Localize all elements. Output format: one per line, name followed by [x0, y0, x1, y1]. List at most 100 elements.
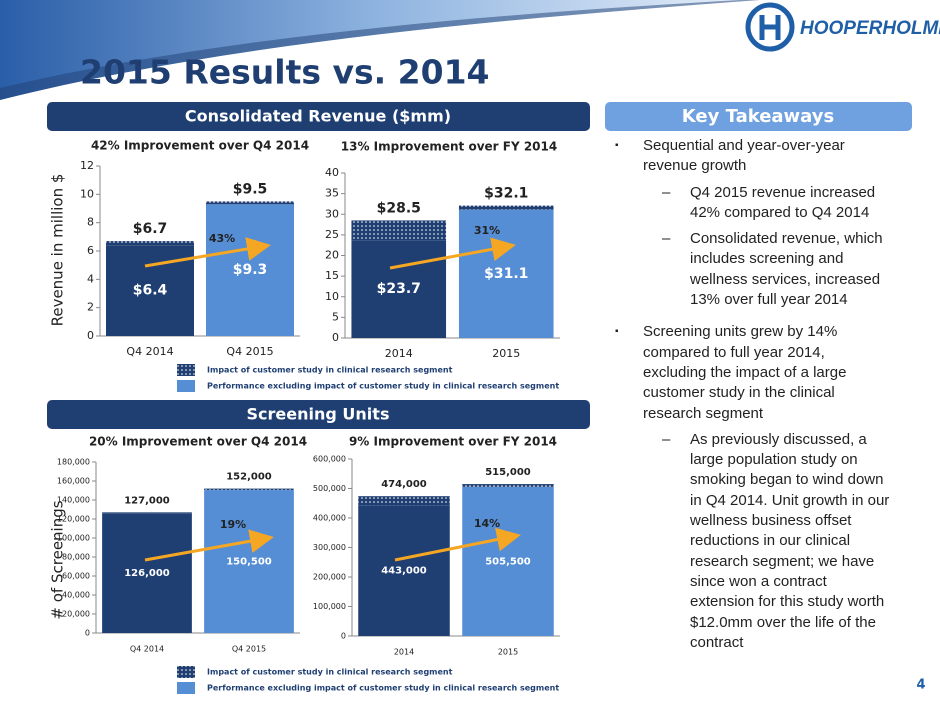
- y-tick-label: 15: [325, 269, 339, 282]
- total-label: 152,000: [226, 472, 272, 483]
- y-tick-label: 0: [87, 329, 94, 342]
- value-label: 505,500: [485, 556, 531, 567]
- legend-label: Impact of customer study in clinical res…: [207, 668, 453, 677]
- value-label: $9.3: [233, 262, 268, 278]
- sub-bullet-text: Q4 2015 revenue increased 42% compared t…: [662, 183, 876, 221]
- value-label: $6.4: [133, 283, 168, 299]
- y-tick-label: 10: [80, 187, 94, 200]
- chart-title: 9% Improvement over FY 2014: [349, 435, 557, 449]
- growth-arrow: [144, 529, 274, 562]
- y-axis-label: Revenue in million $: [49, 174, 67, 327]
- y-tick-label: 140,000: [57, 496, 90, 505]
- y-tick-label: 0: [332, 331, 339, 344]
- legend-label: Performance excluding impact of customer…: [207, 684, 559, 693]
- bar-segment: [206, 204, 294, 336]
- y-tick-label: 0: [85, 629, 90, 638]
- bar-segment: [102, 512, 192, 514]
- x-tick-label: 2015: [498, 648, 518, 657]
- section-header: [47, 400, 590, 429]
- takeaways: Sequential and year-over-year revenue gr…: [615, 136, 915, 665]
- total-label: 515,000: [485, 467, 531, 478]
- value-label: 150,500: [226, 557, 272, 568]
- y-tick-label: 200,000: [313, 573, 346, 582]
- y-tick-label: 500,000: [313, 484, 346, 493]
- annotation: 19%: [220, 518, 246, 531]
- logo-mark: [745, 2, 795, 52]
- legend-swatch: [177, 666, 195, 678]
- y-tick-label: 30: [325, 207, 339, 220]
- y-tick-label: 25: [325, 228, 339, 241]
- y-tick-label: 100,000: [57, 534, 90, 543]
- banner: [0, 0, 760, 100]
- takeaway-group: Sequential and year-over-year revenue gr…: [615, 136, 915, 310]
- y-tick-label: 5: [332, 310, 339, 323]
- legend-swatch: [177, 682, 195, 694]
- legend-label: Performance excluding impact of customer…: [207, 382, 559, 391]
- page-number: 4: [916, 678, 925, 693]
- y-tick-label: 120,000: [57, 515, 90, 524]
- growth-arrow: [394, 527, 521, 562]
- y-tick-label: 10: [325, 290, 339, 303]
- y-tick-label: 6: [87, 244, 94, 257]
- chart-title: 13% Improvement over FY 2014: [341, 140, 557, 154]
- annotation: 14%: [474, 517, 500, 530]
- bar-segment: [351, 220, 447, 241]
- bar-segment: [106, 241, 194, 246]
- total-label: $9.5: [233, 181, 268, 197]
- chart-title: 20% Improvement over Q4 2014: [89, 435, 307, 449]
- y-tick-label: 400,000: [313, 514, 346, 523]
- value-label: $23.7: [377, 281, 421, 297]
- chart-title: 42% Improvement over Q4 2014: [91, 139, 309, 153]
- legend-swatch: [177, 364, 195, 376]
- value-label: $31.1: [484, 266, 528, 282]
- y-tick-label: 80,000: [62, 553, 90, 562]
- bar-segment: [458, 205, 554, 210]
- bar-segment: [204, 490, 294, 633]
- bullet-text: Screening units grew by 14% compared to …: [615, 323, 847, 422]
- x-tick-label: Q4 2015: [232, 645, 266, 654]
- x-tick-label: 2015: [492, 347, 520, 360]
- legend-swatch: [177, 380, 195, 392]
- x-tick-label: Q4 2014: [130, 645, 164, 654]
- section-header-text: Key Takeaways: [682, 106, 834, 127]
- y-tick-label: 40: [325, 166, 339, 179]
- y-tick-label: 300,000: [313, 543, 346, 552]
- y-tick-label: 20: [325, 249, 339, 262]
- y-axis-label: # of Screenings: [49, 500, 67, 619]
- section-header: [605, 102, 912, 131]
- logo-text: HOOPERHOLMES: [800, 18, 940, 39]
- y-tick-label: 180,000: [57, 458, 90, 467]
- bullet-text: Sequential and year-over-year revenue gr…: [615, 137, 845, 175]
- bar-segment: [206, 201, 294, 205]
- x-tick-label: 2014: [385, 347, 413, 360]
- bar-segment: [458, 209, 554, 338]
- logo-mark-h: [759, 15, 781, 40]
- x-tick-label: Q4 2015: [226, 345, 273, 358]
- growth-arrow: [389, 237, 516, 270]
- bar-segment: [462, 484, 554, 487]
- sub-bullet-text: As previously discussed, a large populat…: [662, 430, 890, 651]
- y-tick-label: 12: [80, 159, 94, 172]
- y-tick-label: 60,000: [62, 572, 90, 581]
- growth-arrow: [144, 237, 271, 268]
- total-label: 127,000: [124, 495, 170, 506]
- value-label: 126,000: [124, 568, 170, 579]
- y-tick-label: 20,000: [62, 610, 90, 619]
- total-label: 474,000: [381, 479, 427, 490]
- y-tick-label: 35: [325, 187, 339, 200]
- x-tick-label: Q4 2014: [126, 345, 173, 358]
- y-tick-label: 0: [341, 632, 346, 641]
- x-tick-label: 2014: [394, 648, 414, 657]
- bar-segment: [358, 505, 450, 636]
- y-tick-label: 2: [87, 301, 94, 314]
- legend-label: Impact of customer study in clinical res…: [207, 366, 453, 375]
- y-tick-label: 160,000: [57, 477, 90, 486]
- total-label: $28.5: [377, 200, 421, 216]
- sub-bullet-text: Consolidated revenue, which includes scr…: [662, 230, 883, 309]
- bar-segment: [462, 486, 554, 636]
- bar-segment: [358, 496, 450, 506]
- y-tick-label: 4: [87, 272, 94, 285]
- y-tick-label: 8: [87, 216, 94, 229]
- bar-segment: [204, 488, 294, 491]
